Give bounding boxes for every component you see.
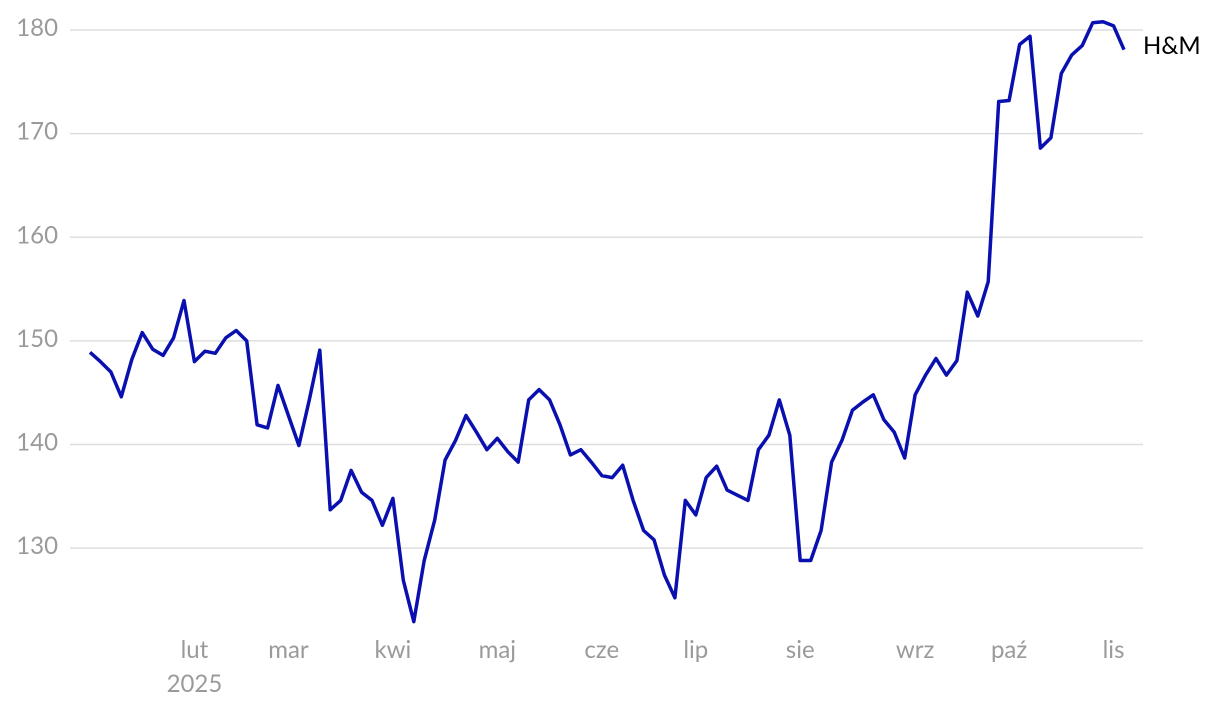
x-tick-label: wrz — [896, 635, 935, 664]
y-tick-label: 160 — [16, 220, 58, 249]
x-tick-label: lut — [181, 635, 209, 664]
y-tick-label: 170 — [16, 117, 58, 146]
x-tick-label: maj — [479, 635, 516, 664]
series-label: H&M — [1143, 31, 1201, 60]
x-tick-label: paź — [991, 635, 1027, 664]
y-tick-label: 140 — [16, 428, 58, 457]
x-tick-label: lip — [683, 635, 708, 664]
y-tick-label: 150 — [16, 324, 58, 353]
y-tick-label: 180 — [16, 13, 58, 42]
y-tick-label: 130 — [16, 531, 58, 560]
line — [88, 19, 1126, 624]
x-tick-label: lis — [1103, 635, 1125, 664]
x-tick-label: kwi — [374, 635, 411, 664]
x-tick-label: sie — [786, 635, 815, 664]
x-tick-label: cze — [584, 635, 619, 664]
x-year-label: 2025 — [167, 669, 223, 698]
x-tick-label: mar — [268, 635, 309, 664]
